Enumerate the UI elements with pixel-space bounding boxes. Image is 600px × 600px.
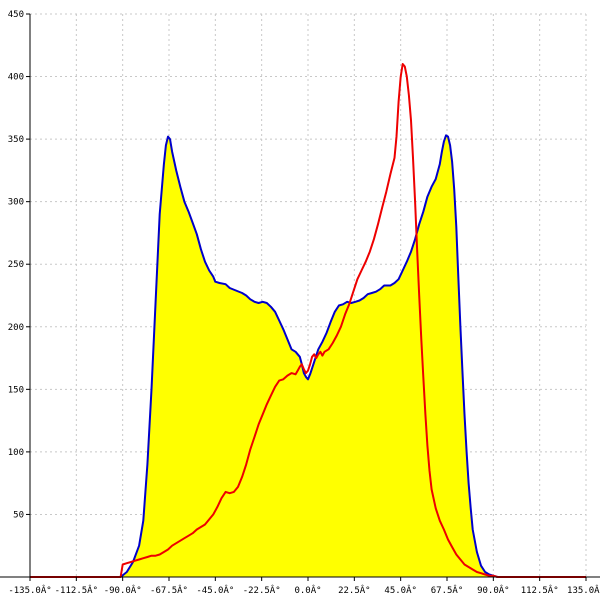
y-tick-label: 50 (13, 510, 24, 520)
yellow-area-fill (30, 135, 586, 577)
y-tick-label: 300 (8, 198, 24, 208)
area-series (30, 63, 586, 578)
x-tick-label: -67.5Â° (150, 584, 188, 596)
x-tick-label: 135.0Â° (567, 584, 600, 596)
axes (0, 13, 600, 581)
y-tick-label: 400 (8, 73, 24, 83)
y-tick-label: 250 (8, 260, 24, 270)
x-tick-label: -112.5Â° (55, 584, 98, 596)
x-tick-label: -22.5Â° (243, 584, 281, 596)
tick-labels: -135.0Â° -112.5Â° -90.0Â° -67.5Â° -45.0Â° -22… (8, 10, 600, 596)
x-tick-label: 90.0Â° (477, 584, 510, 596)
y-tick-label: 100 (8, 448, 24, 458)
y-tick-label: 350 (8, 135, 24, 145)
x-tick-label: 0.0Â° (294, 584, 321, 596)
x-tick-label: 22.5Â° (338, 584, 371, 596)
x-tick-label: -135.0Â° (8, 584, 51, 596)
y-tick-label: 450 (8, 10, 24, 20)
x-tick-label: 67.5Â° (431, 584, 464, 596)
red-series-line (30, 63, 586, 578)
x-tick-label: 112.5Â° (521, 584, 559, 596)
y-tick-label: 200 (8, 323, 24, 333)
x-tick-label: -90.0Â° (104, 584, 142, 596)
blue-series-line (30, 134, 586, 578)
y-tick-label: 150 (8, 385, 24, 395)
x-tick-label: 45.0Â° (384, 584, 417, 596)
x-tick-label: -45.0Â° (196, 584, 234, 596)
